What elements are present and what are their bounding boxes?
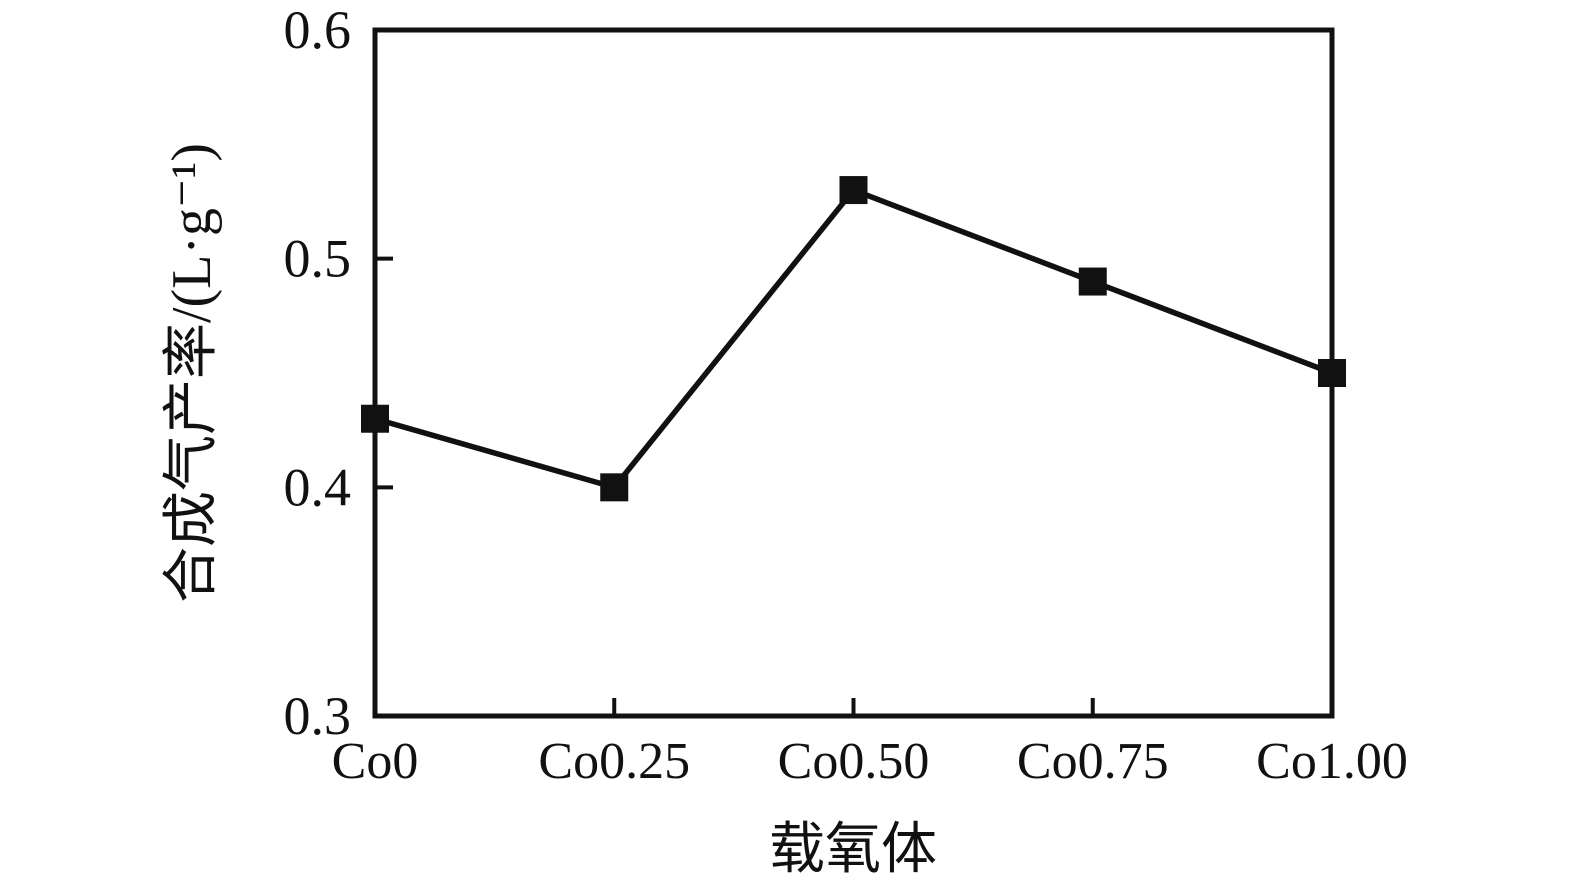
x-tick-label: Co0.75 [1017, 733, 1169, 790]
x-tick-label: Co0 [332, 733, 419, 790]
plot-frame [372, 27, 1335, 719]
plot-area: 0.3 0.4 0.5 0.6 Co0 Co0.25 Co0.50 Co0.75 Co1.00 [284, 0, 1408, 790]
x-tick-label: Co0.50 [778, 733, 930, 790]
series-line [374, 186, 1333, 491]
data-point-marker [1078, 267, 1107, 296]
x-tick-label: Co0.25 [538, 733, 690, 790]
data-point-marker [839, 176, 868, 205]
data-point-marker [600, 473, 629, 502]
x-tick-label: Co1.00 [1256, 733, 1408, 790]
y-tick-label: 0.5 [284, 229, 352, 289]
y-tick-label: 0.4 [284, 457, 352, 517]
x-axis-title: 载氧体 [769, 819, 937, 881]
data-point-marker [361, 404, 389, 433]
y-tick-label: 0.6 [284, 0, 352, 60]
y-axis-title: 合成气产率/(L·g⁻¹) [161, 143, 223, 603]
y-tick-label: 0.3 [284, 686, 352, 746]
data-point-marker [1318, 359, 1346, 387]
